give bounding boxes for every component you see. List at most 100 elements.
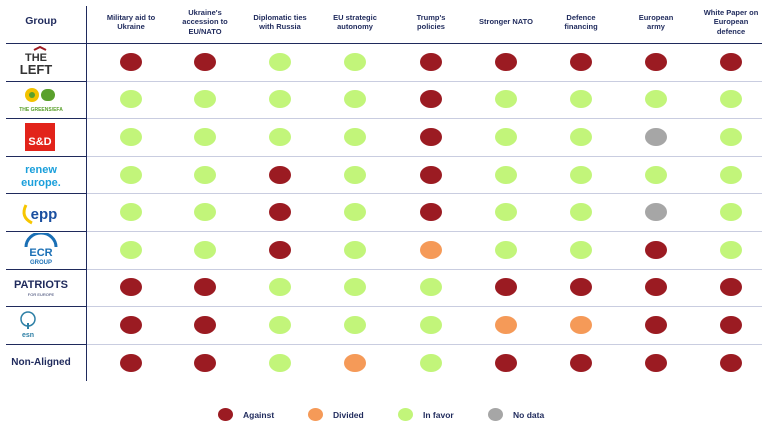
row-label-group: THE GREENS/EFA	[6, 82, 76, 116]
column-header: White Paper on European defence	[703, 7, 759, 36]
epp-logo: epp	[22, 204, 57, 225]
position-dot	[495, 316, 517, 334]
position-dot	[420, 240, 442, 259]
column-header: EU strategic autonomy	[333, 12, 377, 31]
legend: Against Divided In favor No data	[0, 408, 768, 424]
position-dot	[495, 165, 517, 184]
position-dot	[120, 90, 142, 109]
position-dot	[720, 316, 742, 334]
position-dot	[495, 90, 517, 109]
position-dot	[194, 90, 216, 109]
position-dot	[420, 52, 442, 71]
position-dot	[645, 165, 667, 184]
legend-label-against: Against	[243, 409, 275, 420]
row-divider	[6, 43, 762, 44]
row-label-group: renew europe.	[6, 158, 76, 192]
position-dot	[720, 278, 742, 297]
legend-item-in-favor: In favor	[398, 408, 454, 421]
esn-logo: esn	[20, 311, 36, 339]
row-label-group: epp	[6, 195, 76, 229]
position-dot	[420, 203, 442, 222]
position-dot	[269, 165, 291, 184]
position-dot	[720, 240, 742, 259]
greens-efa-logo: THE GREENS/EFA	[19, 88, 63, 113]
position-dot	[570, 52, 592, 71]
logo-text: GROUP	[30, 260, 52, 266]
position-dot	[269, 203, 291, 222]
column-header: European army	[638, 12, 674, 31]
position-dot	[420, 165, 442, 184]
position-dot	[720, 353, 742, 372]
position-dot	[645, 52, 667, 71]
position-dot	[495, 52, 517, 71]
legend-item-divided: Divided	[308, 408, 364, 421]
row-divider	[6, 306, 86, 308]
position-dot	[570, 128, 592, 146]
position-dot	[720, 90, 742, 109]
position-dot	[420, 316, 442, 334]
header-group: Group	[25, 15, 57, 28]
row-label-group: PATRIOTS FOR EUROPE	[6, 270, 76, 304]
legend-swatch-in-favor	[398, 408, 413, 421]
position-dot	[120, 52, 142, 71]
row-label-group: THE LEFT	[6, 45, 76, 79]
position-dot	[420, 278, 442, 297]
row-divider-right	[87, 193, 762, 195]
row-divider	[6, 231, 86, 232]
position-dot	[194, 240, 216, 259]
position-dot	[120, 203, 142, 222]
position-dot	[645, 203, 667, 222]
logo-text: PATRIOTS	[14, 279, 68, 291]
position-dot	[645, 240, 667, 259]
logo-text: S&D	[28, 136, 51, 148]
position-dot	[194, 316, 216, 334]
legend-swatch-against	[218, 408, 233, 421]
column-header: Stronger NATO	[479, 17, 533, 27]
position-dot	[495, 353, 517, 372]
position-dot	[570, 278, 592, 297]
position-dot	[269, 316, 291, 334]
position-dot	[344, 165, 366, 184]
position-dot	[570, 240, 592, 259]
logo-text: THE	[25, 52, 47, 64]
column-header: Diplomatic ties with Russia	[253, 12, 307, 31]
position-dot	[570, 316, 592, 334]
logo-text: renew	[25, 164, 57, 176]
legend-swatch-divided	[308, 408, 323, 421]
row-divider	[6, 80, 86, 82]
position-dot	[194, 128, 216, 146]
row-divider	[6, 268, 86, 270]
row-label-group: S&D	[6, 120, 76, 154]
position-dot	[344, 353, 366, 372]
position-dot	[420, 90, 442, 109]
snd-logo: S&D	[25, 123, 55, 151]
position-dot	[344, 128, 366, 146]
legend-item-against: Against	[218, 408, 274, 421]
position-dot	[269, 278, 291, 297]
row-divider-right	[87, 231, 762, 232]
position-dot	[420, 128, 442, 146]
position-dot	[495, 128, 517, 146]
position-dot	[645, 353, 667, 372]
position-dot	[570, 353, 592, 372]
position-dot	[420, 353, 442, 372]
position-dot	[120, 353, 142, 372]
row-divider-right	[87, 155, 762, 157]
position-dot	[194, 203, 216, 222]
position-dot	[269, 90, 291, 109]
row-divider	[6, 118, 86, 120]
position-dot	[495, 240, 517, 259]
position-dot	[344, 240, 366, 259]
row-label-group: ECR GROUP	[6, 232, 76, 267]
row-divider-right	[87, 118, 762, 120]
row-divider	[6, 155, 86, 157]
position-dot	[344, 52, 366, 71]
row-label-text: Non-Aligned	[11, 357, 71, 369]
position-dot	[720, 128, 742, 146]
row-divider-right	[87, 80, 762, 82]
position-dot	[194, 52, 216, 71]
position-dot	[120, 316, 142, 334]
